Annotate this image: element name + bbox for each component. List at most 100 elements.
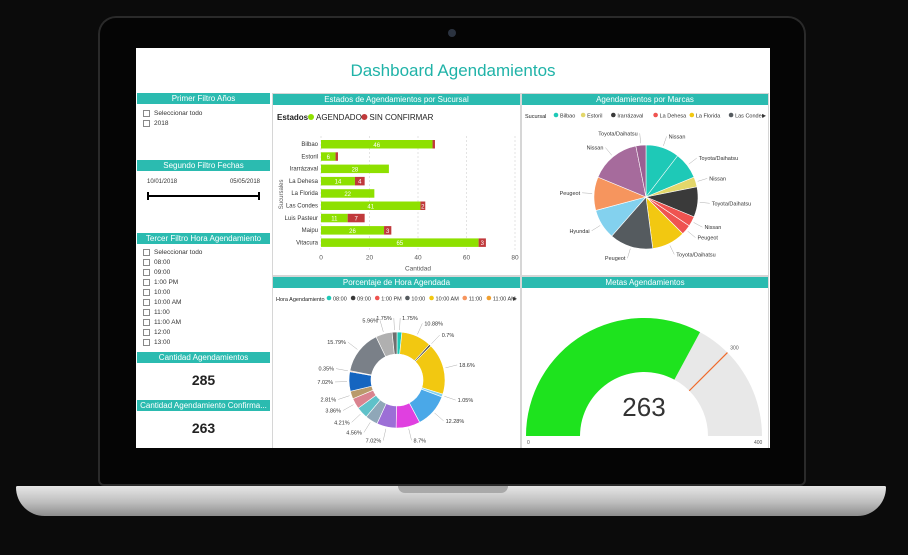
legend-marker [326, 295, 332, 301]
filter-option[interactable]: 1:00 PM [143, 277, 264, 287]
legend-marker [728, 112, 734, 118]
filter-option[interactable]: 10:00 AM [143, 297, 264, 307]
camera [448, 29, 456, 37]
pie-slice [391, 331, 398, 355]
category-label: La Florida [291, 191, 318, 197]
slice-label: Toyota/Daihatsu [676, 252, 715, 258]
checkbox[interactable] [143, 109, 150, 117]
filter-option[interactable]: Seleccionar todo [143, 108, 264, 118]
filter-option-label: 08:00 [154, 258, 171, 266]
bar [354, 176, 365, 186]
gauge-target-label: 300 [730, 346, 739, 352]
checkbox[interactable] [143, 248, 150, 256]
bar-data-label: 14 [335, 180, 342, 186]
filter-option-label: 10:00 [154, 288, 171, 296]
legend-label: Estoril [587, 114, 602, 120]
filter-option[interactable]: 2018 [143, 118, 264, 128]
date-range: 10/01/2018 05/05/2018 [137, 171, 270, 185]
legend-label: 08:00 [333, 297, 347, 303]
date-start[interactable]: 10/01/2018 [147, 179, 178, 185]
filter-option[interactable]: 11:00 AM [143, 317, 264, 327]
bar [321, 140, 433, 149]
bar-data-label: 3 [386, 229, 390, 235]
checkbox[interactable] [143, 328, 150, 336]
legend-label: 09:00 [357, 297, 371, 303]
slice-label: Peugeot [605, 256, 626, 262]
leader-line [399, 318, 401, 331]
filter-option[interactable]: 11:00 [143, 307, 264, 317]
leader-line [605, 147, 612, 156]
checkbox[interactable] [143, 258, 150, 266]
filter-option-label: 10:00 AM [154, 298, 182, 306]
metas-panel: Metas Agendamientos 300 263 0 400 [521, 276, 769, 448]
slice-label: Nissan [704, 225, 721, 231]
bar [321, 226, 385, 235]
filter-option[interactable]: 13:00 [143, 337, 264, 347]
slice-label: 12.28% [446, 419, 465, 425]
legend-title: Estados [277, 113, 309, 122]
porcentaje-title: Porcentaje de Hora Agendada [273, 277, 520, 288]
filter-option[interactable]: 08:00 [143, 257, 264, 267]
slice-label: Toyota/Daihatsu [699, 156, 738, 162]
checkbox[interactable] [143, 278, 150, 286]
checkbox[interactable] [143, 288, 150, 296]
leader-line [363, 422, 371, 433]
date-end[interactable]: 05/05/2018 [229, 179, 260, 185]
slider-handle-end[interactable] [258, 192, 260, 200]
legend-title: Hora Agendamiento [276, 297, 325, 303]
gauge-value-label: 263 [622, 392, 665, 422]
checkbox[interactable] [143, 268, 150, 276]
checkbox[interactable] [143, 318, 150, 326]
legend-marker [653, 112, 658, 118]
legend-marker [361, 114, 368, 120]
legend-label: Irarrázaval [617, 114, 643, 120]
slice-label: 1.75% [402, 316, 418, 322]
leader-line [699, 202, 710, 204]
leader-line [687, 231, 696, 238]
filter-fechas-title: Segundo Filtro Fechas [137, 160, 270, 171]
legend-label: AGENDADO [316, 113, 362, 122]
checkbox[interactable] [143, 338, 150, 346]
checkbox[interactable] [143, 119, 150, 127]
metas-gauge-chart: 300 263 0 400 [526, 318, 763, 446]
slice-label: Nissan [587, 146, 604, 152]
bar [321, 164, 389, 174]
leader-line [336, 368, 348, 372]
category-label: Luis Pasteur [285, 216, 318, 222]
bar-data-label: 65 [396, 241, 403, 247]
slider-handle-start[interactable] [147, 192, 149, 200]
gauge-min-label: 0 [527, 440, 530, 446]
legend-marker [405, 295, 410, 301]
checkbox[interactable] [143, 298, 150, 306]
legend-marker [308, 114, 314, 120]
bar-data-label: 2 [421, 204, 425, 210]
legend-marker [462, 295, 468, 301]
slice-label: 8.7% [414, 438, 427, 444]
category-label: Maipu [302, 228, 318, 234]
leader-line [383, 428, 387, 441]
leader-line [697, 178, 708, 182]
legend-label: 10:00 [411, 297, 425, 303]
legend-marker [429, 295, 434, 301]
category-label: Vitacura [296, 240, 319, 246]
filter-option[interactable]: 09:00 [143, 267, 264, 277]
date-slider[interactable] [147, 192, 260, 200]
filter-option[interactable]: 12:00 [143, 327, 264, 337]
leader-line [393, 318, 395, 331]
legend-label: 10:00 AM [436, 297, 460, 303]
laptop-notch [398, 486, 508, 493]
slice-label: Hyundai [569, 229, 589, 235]
legend-label: 11:00 AM [493, 297, 516, 303]
legend-label: SIN CONFIRMAR [369, 113, 433, 122]
filter-option[interactable]: 10:00 [143, 287, 264, 297]
leader-line [639, 133, 641, 144]
filter-option[interactable]: Seleccionar todo [143, 247, 264, 257]
filter-hora-panel: Tercer Filtro Hora Agendamiento Seleccio… [137, 233, 270, 349]
filter-option-label: 11:00 AM [154, 318, 181, 326]
leader-line [669, 245, 675, 255]
kpi-cantidad-title: Cantidad Agendamientos [137, 352, 270, 363]
legend-label: La Dehesa [660, 114, 688, 120]
checkbox[interactable] [143, 308, 150, 316]
category-label: Irarrázaval [290, 167, 318, 173]
filter-option-label: 2018 [154, 119, 169, 127]
